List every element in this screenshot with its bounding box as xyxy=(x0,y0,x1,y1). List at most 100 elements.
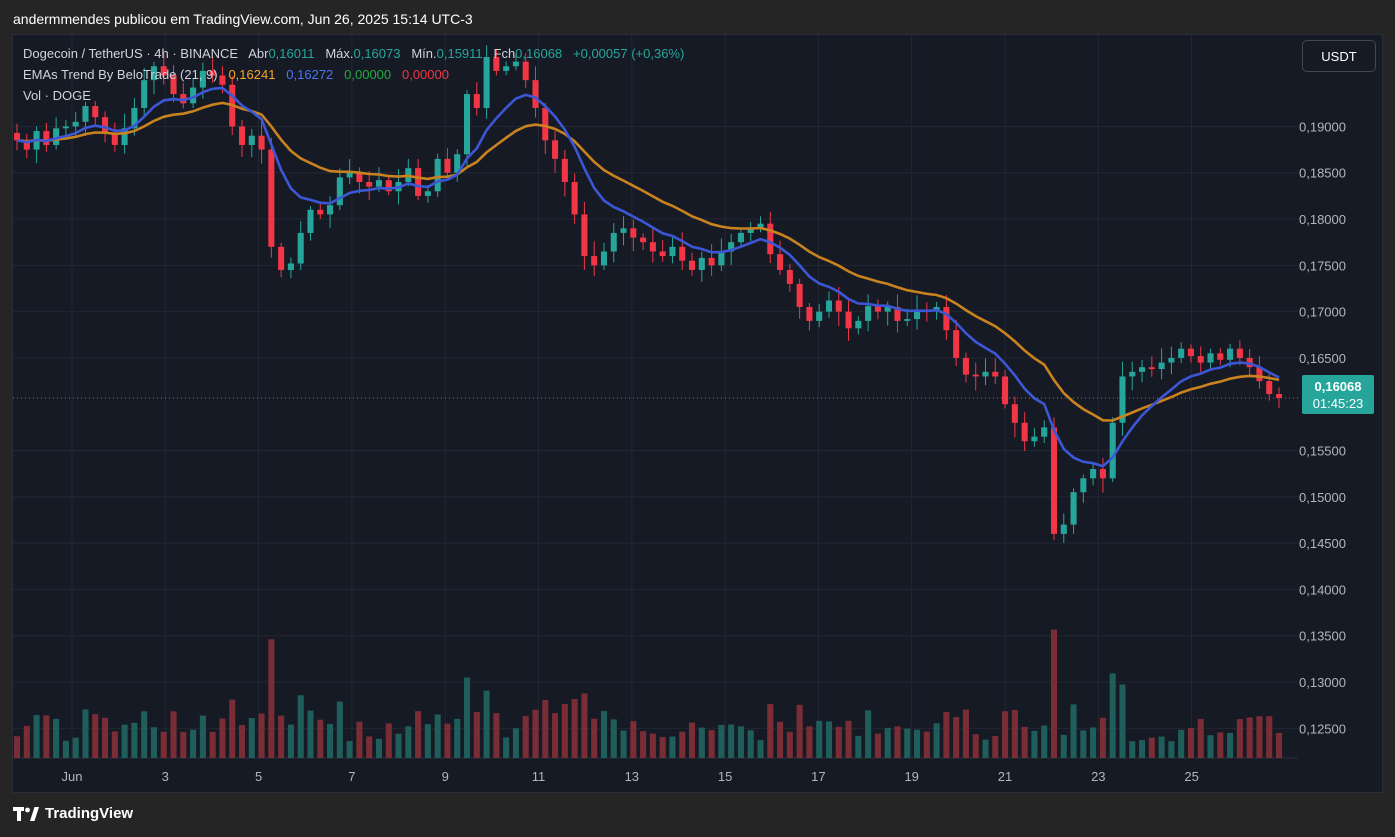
x-tick-label: Jun xyxy=(62,769,83,784)
candle-body xyxy=(307,209,314,233)
candle-body xyxy=(796,283,803,308)
volume-bar xyxy=(62,740,69,758)
candle-body xyxy=(718,251,725,266)
high-label: Máx. xyxy=(325,46,354,61)
volume-bar xyxy=(424,724,431,758)
x-tick-label: 21 xyxy=(998,769,1012,784)
volume-bar xyxy=(53,718,60,758)
volume-bar xyxy=(1099,717,1106,758)
candle-body xyxy=(415,168,422,196)
x-tick-label: 13 xyxy=(625,769,639,784)
candle-body xyxy=(356,172,363,183)
candle-body xyxy=(268,149,275,247)
candle-body xyxy=(913,309,921,320)
volume-bar xyxy=(375,738,383,758)
volume-bar xyxy=(415,711,422,758)
volume-bar xyxy=(317,719,324,758)
volume-bar xyxy=(865,710,872,758)
candle-body xyxy=(728,242,735,252)
y-tick-label: 0,17000 xyxy=(1299,305,1346,320)
candle-body xyxy=(1050,427,1058,534)
volume-bar xyxy=(992,736,999,758)
volume-bar xyxy=(82,709,89,758)
candle-body xyxy=(825,300,833,312)
candle-body xyxy=(532,80,539,108)
volume-bar xyxy=(102,717,109,758)
symbol-label[interactable]: Dogecoin / TetherUS · 4h · BINANCE xyxy=(23,46,239,61)
candle-body xyxy=(708,257,715,266)
candle-body xyxy=(1158,362,1165,370)
open-label: Abr xyxy=(248,46,269,61)
candle-body xyxy=(620,228,627,233)
candle-body xyxy=(747,228,754,233)
volume-bar xyxy=(346,740,353,758)
volume-bar xyxy=(336,701,343,758)
volume-label[interactable]: Vol · DOGE xyxy=(23,88,91,103)
candle-body xyxy=(757,223,764,229)
candle-body xyxy=(561,158,568,183)
candle-body xyxy=(835,300,842,312)
candle-body xyxy=(591,256,598,266)
volume-bar xyxy=(1148,737,1155,758)
y-tick-label: 0,12500 xyxy=(1299,721,1346,736)
volume-bar xyxy=(43,715,50,758)
volume-bar xyxy=(718,724,725,758)
change-value: +0,00057 (+0,36%) xyxy=(573,46,685,61)
candle-body xyxy=(1187,348,1194,357)
volume-bar xyxy=(806,726,813,758)
candle-body xyxy=(904,319,911,321)
x-tick-label: 15 xyxy=(718,769,732,784)
y-tick-label: 0,16500 xyxy=(1299,351,1346,366)
candle-body xyxy=(366,182,373,187)
volume-bar xyxy=(620,730,627,758)
candle-body xyxy=(1197,356,1204,363)
candle-body xyxy=(150,66,157,81)
y-tick-label: 0,18500 xyxy=(1299,166,1346,181)
volume-bar xyxy=(1256,716,1263,758)
volume-bar xyxy=(816,720,823,758)
candle-body xyxy=(248,135,255,145)
currency-button[interactable]: USDT xyxy=(1302,40,1376,72)
candle-body xyxy=(600,251,608,266)
candle-body xyxy=(111,133,118,145)
volume-bar xyxy=(229,699,236,758)
volume-bar xyxy=(1246,717,1253,758)
chart-panel[interactable]: 0,19000 0,18500 0,18000 0,17500 0,17000 0,165… xyxy=(12,34,1383,793)
volume-bar xyxy=(522,716,529,758)
candle-body xyxy=(444,158,451,173)
volume-bar xyxy=(33,715,40,758)
candle-body xyxy=(571,182,578,215)
volume-bar xyxy=(1041,725,1048,758)
candle-body xyxy=(786,269,793,284)
volume-bar xyxy=(708,730,715,758)
candle-body xyxy=(688,260,696,270)
volume-bar xyxy=(1031,730,1038,758)
last-price-tag: 0,16068 01:45:23 xyxy=(1302,375,1374,414)
volume-bar xyxy=(728,724,735,758)
legend-volume[interactable]: Vol · DOGE xyxy=(23,88,91,104)
price-chart[interactable]: 0,19000 0,18500 0,18000 0,17500 0,17000 0,165… xyxy=(13,35,1383,793)
y-tick-label: 0,15500 xyxy=(1299,444,1346,459)
candle-body xyxy=(962,357,969,375)
tradingview-logo[interactable]: TradingView xyxy=(13,805,133,822)
candle-body xyxy=(630,228,637,238)
ema-indicator-name[interactable]: EMAs Trend By BeloTrade (21, 9) xyxy=(23,67,218,82)
volume-bar xyxy=(1060,734,1067,758)
volume-bar xyxy=(219,718,226,758)
volume-bar xyxy=(1266,716,1273,758)
candle-body xyxy=(698,257,705,270)
volume-bar xyxy=(209,731,216,758)
y-tick-label: 0,15000 xyxy=(1299,490,1346,505)
legend-ema[interactable]: EMAs Trend By BeloTrade (21, 9) 0,16241 … xyxy=(23,67,449,83)
volume-bar xyxy=(1168,741,1175,758)
volume-bar xyxy=(1109,673,1116,758)
volume-bar xyxy=(503,737,510,758)
candle-body xyxy=(219,75,226,85)
volume-bar xyxy=(1197,718,1204,758)
x-tick-label: 5 xyxy=(255,769,262,784)
candle-body xyxy=(1060,524,1067,534)
volume-bar xyxy=(972,734,979,758)
volume-bar xyxy=(1119,684,1126,758)
candle-body xyxy=(199,70,206,88)
candle-body xyxy=(278,246,285,270)
